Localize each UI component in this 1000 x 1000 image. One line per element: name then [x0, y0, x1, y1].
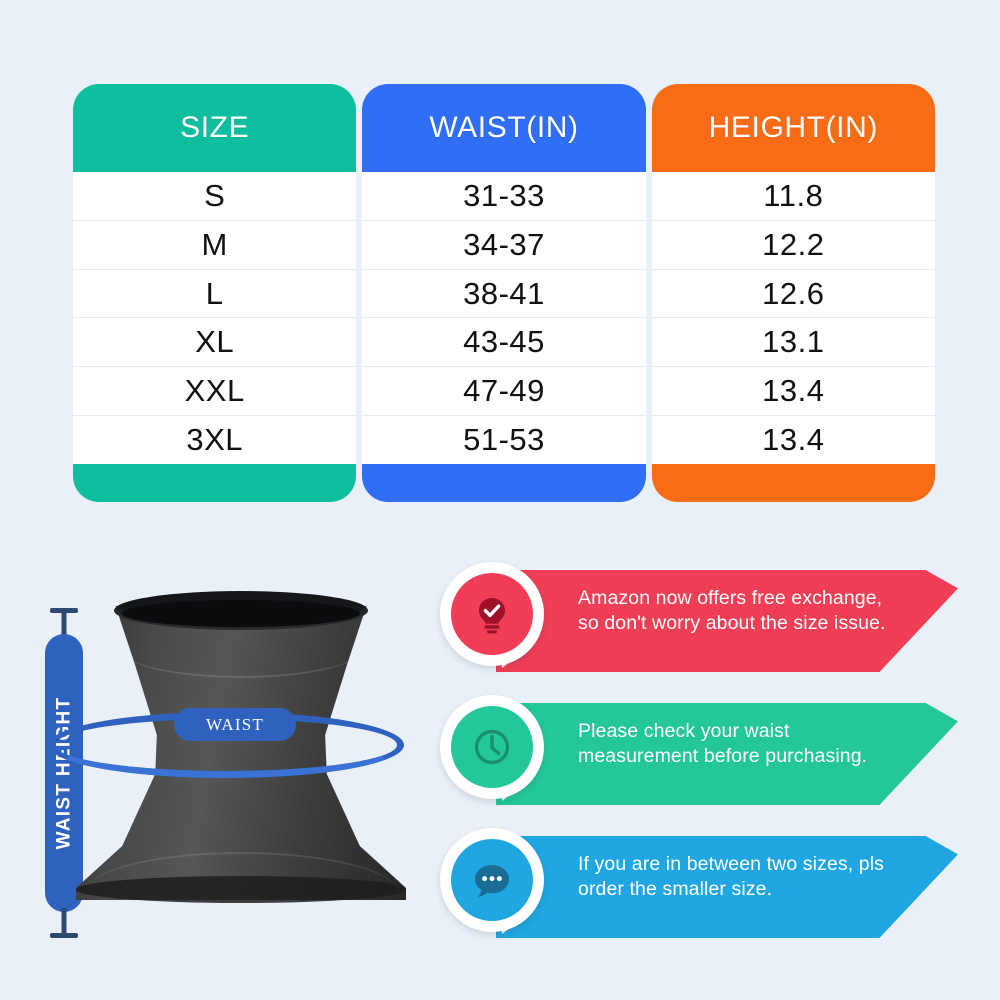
chat-bubble-icon: [451, 839, 533, 921]
column-header-height: HEIGHT(IN): [651, 84, 935, 172]
waist-height-label: WAIST HEIGHT: [53, 696, 75, 850]
table-cell: 13.4: [651, 416, 935, 464]
waist-trainer-belt-image: [76, 591, 406, 903]
table-cell: 13.1: [651, 318, 935, 368]
table-cell: 51-53: [362, 416, 646, 464]
table-cell: 12.2: [651, 220, 935, 270]
column-header-waist: WAIST(IN): [362, 84, 646, 172]
table-cell: S: [73, 172, 357, 221]
measure-stem-top: [61, 610, 67, 638]
waist-measure-loop-front: [48, 712, 404, 778]
banner-ribbon: [496, 703, 958, 805]
table-cell: 13.4: [651, 367, 935, 417]
product-illustration: WAIST HEIGHT WAIST: [18, 560, 428, 980]
belt-top-inner-opening: [122, 600, 360, 627]
table-column-height: HEIGHT(IN) 11.8 12.2 12.6 13.1 13.4 13.4: [651, 84, 935, 502]
banner-text: If you are in between two sizes, pls ord…: [578, 853, 885, 900]
column-footer-height: [651, 464, 935, 502]
column-body-waist: 31-33 34-37 38-41 43-45 47-49 51-53: [362, 172, 646, 464]
banner-text: Amazon now offers free exchange, so don'…: [578, 587, 886, 634]
table-column-waist: WAIST(IN) 31-33 34-37 38-41 43-45 47-49 …: [362, 84, 646, 502]
info-banner-exchange: Amazon now offers free exchange, so don'…: [438, 558, 958, 676]
table-cell: 12.6: [651, 269, 935, 319]
belt-seam-top: [118, 648, 364, 678]
table-cell: XL: [73, 318, 357, 368]
waist-label-pill: WAIST: [174, 708, 296, 741]
column-footer-waist: [362, 464, 646, 502]
waist-label: WAIST: [206, 714, 264, 734]
table-cell: 43-45: [362, 318, 646, 368]
waist-height-pill: WAIST HEIGHT: [45, 634, 83, 912]
table-cell: XXL: [73, 367, 357, 417]
table-cell: L: [73, 269, 357, 319]
table-cell: 38-41: [362, 269, 646, 319]
table-cell: M: [73, 220, 357, 270]
banner-ribbon: [496, 836, 958, 938]
banner-badge: [438, 558, 546, 676]
table-cell: 3XL: [73, 416, 357, 464]
table-cell: 31-33: [362, 172, 646, 221]
size-chart-table: SIZE S M L XL XXL 3XL WAIST(IN) 31-33 34…: [73, 84, 935, 502]
table-cell: 47-49: [362, 367, 646, 417]
measure-tick-bottom: [50, 933, 78, 938]
lightbulb-check-icon: [451, 573, 533, 655]
info-banner-list: Amazon now offers free exchange, so don'…: [438, 558, 958, 978]
column-body-height: 11.8 12.2 12.6 13.1 13.4 13.4: [651, 172, 935, 464]
banner-badge: [438, 691, 546, 809]
column-footer-size: [73, 464, 357, 502]
column-header-size: SIZE: [73, 84, 357, 172]
table-cell: 34-37: [362, 220, 646, 270]
banner-text: Please check your waist measurement befo…: [578, 720, 868, 767]
column-body-size: S M L XL XXL 3XL: [73, 172, 357, 464]
info-banner-size-advice: If you are in between two sizes, pls ord…: [438, 824, 958, 942]
clock-icon: [451, 706, 533, 788]
info-banner-measure: Please check your waist measurement befo…: [438, 691, 958, 809]
measure-stem-bottom: [61, 908, 67, 936]
banner-badge: [438, 824, 546, 942]
banner-ribbon: [496, 570, 958, 672]
belt-seam-bottom: [82, 852, 400, 894]
table-cell: 11.8: [651, 172, 935, 221]
table-column-size: SIZE S M L XL XXL 3XL: [73, 84, 357, 502]
waist-height-measure-indicator: WAIST HEIGHT: [40, 608, 88, 938]
